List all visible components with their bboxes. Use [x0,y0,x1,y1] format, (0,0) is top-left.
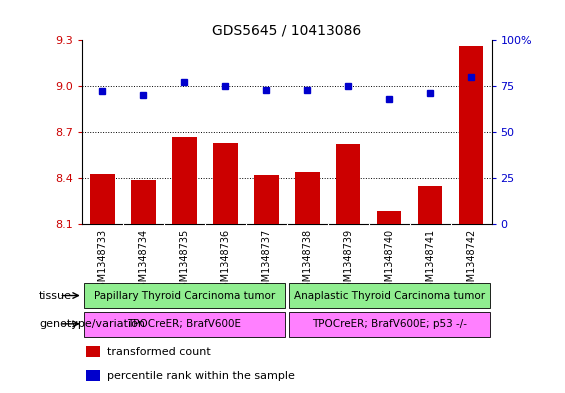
Bar [295,172,320,224]
Text: tissue: tissue [39,290,72,301]
Title: GDS5645 / 10413086: GDS5645 / 10413086 [212,23,362,37]
Text: GSM1348738: GSM1348738 [302,229,312,294]
Text: GSM1348736: GSM1348736 [220,229,231,294]
Bar [289,312,489,336]
Text: GSM1348735: GSM1348735 [179,229,189,294]
Text: GSM1348741: GSM1348741 [425,229,435,294]
Bar [213,143,238,224]
Bar [86,346,101,357]
Text: GSM1348740: GSM1348740 [384,229,394,294]
Bar [377,211,401,224]
Text: TPOCreER; BrafV600E: TPOCreER; BrafV600E [127,319,241,329]
Text: GSM1348742: GSM1348742 [466,229,476,294]
Bar [86,370,101,381]
Bar [289,283,489,308]
Bar [336,144,360,224]
Text: GSM1348739: GSM1348739 [343,229,353,294]
Bar [418,186,442,224]
Text: percentile rank within the sample: percentile rank within the sample [106,371,294,381]
Text: Papillary Thyroid Carcinoma tumor: Papillary Thyroid Carcinoma tumor [94,290,275,301]
Bar [131,180,156,224]
Text: genotype/variation: genotype/variation [39,319,145,329]
Text: transformed count: transformed count [106,347,210,357]
Bar [254,175,279,224]
Bar [172,137,197,224]
Text: GSM1348737: GSM1348737 [261,229,271,294]
Bar [84,283,285,308]
Text: Anaplastic Thyroid Carcinoma tumor: Anaplastic Thyroid Carcinoma tumor [294,290,485,301]
Bar [90,174,115,224]
Text: TPOCreER; BrafV600E; p53 -/-: TPOCreER; BrafV600E; p53 -/- [312,319,467,329]
Text: GSM1348733: GSM1348733 [97,229,107,294]
Bar [84,312,285,336]
Text: GSM1348734: GSM1348734 [138,229,149,294]
Bar [459,46,484,224]
